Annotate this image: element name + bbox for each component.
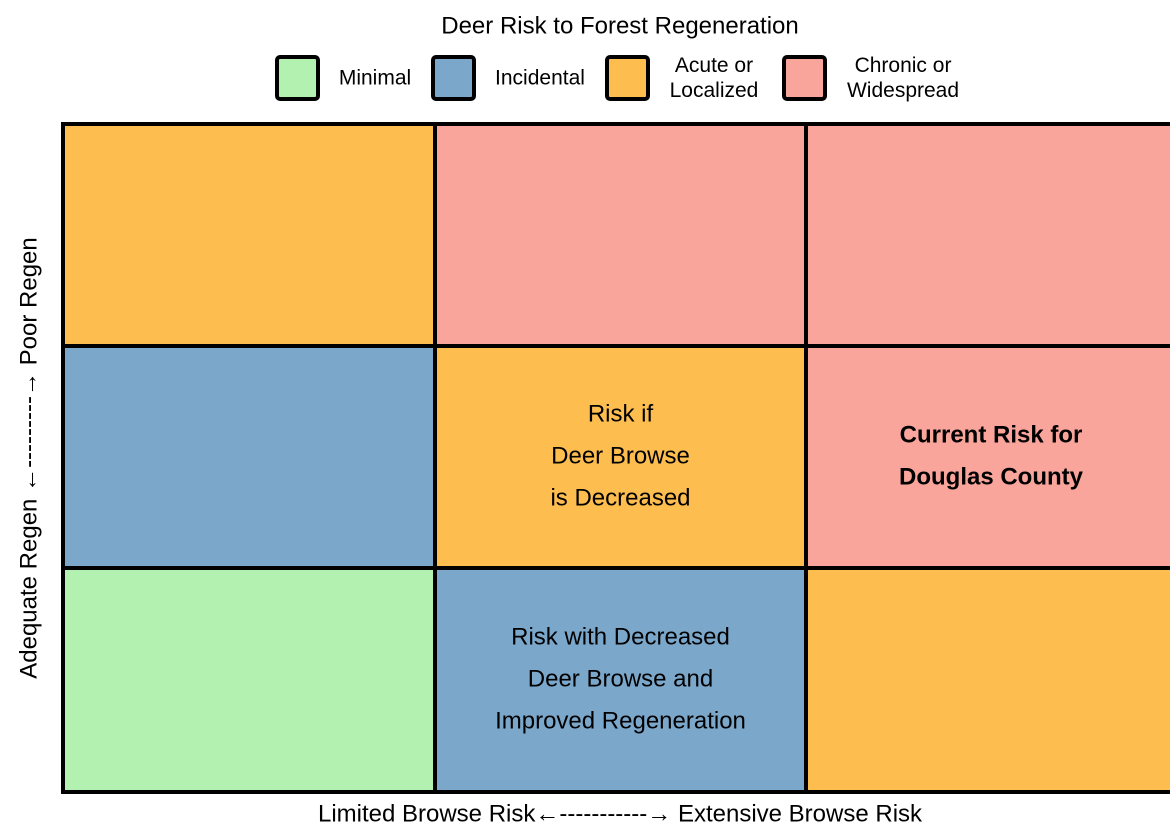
title: Deer Risk to Forest Regeneration bbox=[441, 12, 799, 39]
cell-label: Risk with Decreased bbox=[511, 623, 730, 650]
cell-label: Deer Browse and bbox=[528, 665, 713, 692]
legend-label: Incidental bbox=[495, 67, 585, 90]
matrix-cell bbox=[61, 122, 437, 348]
matrix-cell bbox=[433, 566, 808, 794]
legend-swatch bbox=[605, 55, 650, 101]
matrix-cell bbox=[804, 566, 1170, 794]
legend-swatch bbox=[275, 55, 320, 101]
legend-label: Localized bbox=[670, 79, 759, 102]
legend-label: Minimal bbox=[339, 67, 411, 90]
legend-label: Widespread bbox=[847, 79, 959, 102]
legend-swatch bbox=[431, 55, 476, 101]
y-axis-label: Adequate Regen ←---------→ Poor Regen bbox=[15, 237, 42, 679]
cell-label: Current Risk for bbox=[900, 421, 1083, 448]
matrix-cell bbox=[804, 122, 1170, 348]
matrix-cell bbox=[433, 344, 808, 570]
legend-label: Chronic or bbox=[855, 54, 952, 77]
cell-label: Risk if bbox=[588, 400, 654, 427]
matrix-cell bbox=[433, 122, 808, 348]
cell-label: Improved Regeneration bbox=[495, 707, 746, 734]
x-axis-label: Limited Browse Risk←-----------→ Extensi… bbox=[318, 800, 923, 827]
matrix-cell bbox=[61, 344, 437, 570]
matrix-cell bbox=[61, 566, 437, 794]
cell-label: Deer Browse bbox=[551, 442, 690, 469]
cell-label: Douglas County bbox=[899, 463, 1084, 490]
matrix-cell bbox=[804, 344, 1170, 570]
cell-label: is Decreased bbox=[550, 484, 690, 511]
legend-swatch bbox=[782, 55, 827, 101]
legend-label: Acute or bbox=[675, 54, 753, 77]
